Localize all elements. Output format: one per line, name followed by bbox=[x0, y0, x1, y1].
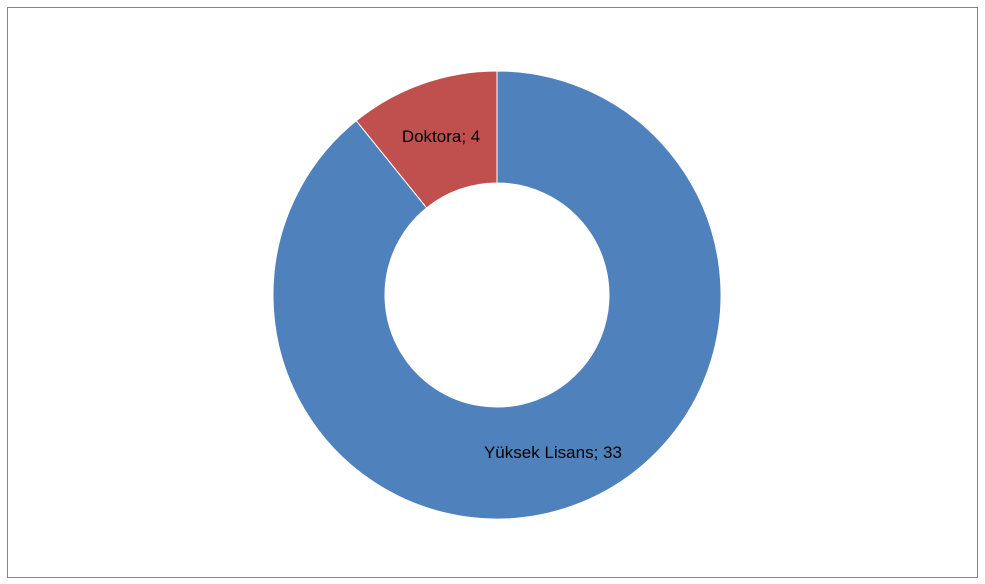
donut-slice bbox=[355, 70, 498, 209]
data-label: Doktora; 4 bbox=[401, 126, 481, 146]
donut-slice bbox=[272, 70, 722, 520]
data-label: Yüksek Lisans; 33 bbox=[483, 443, 622, 463]
